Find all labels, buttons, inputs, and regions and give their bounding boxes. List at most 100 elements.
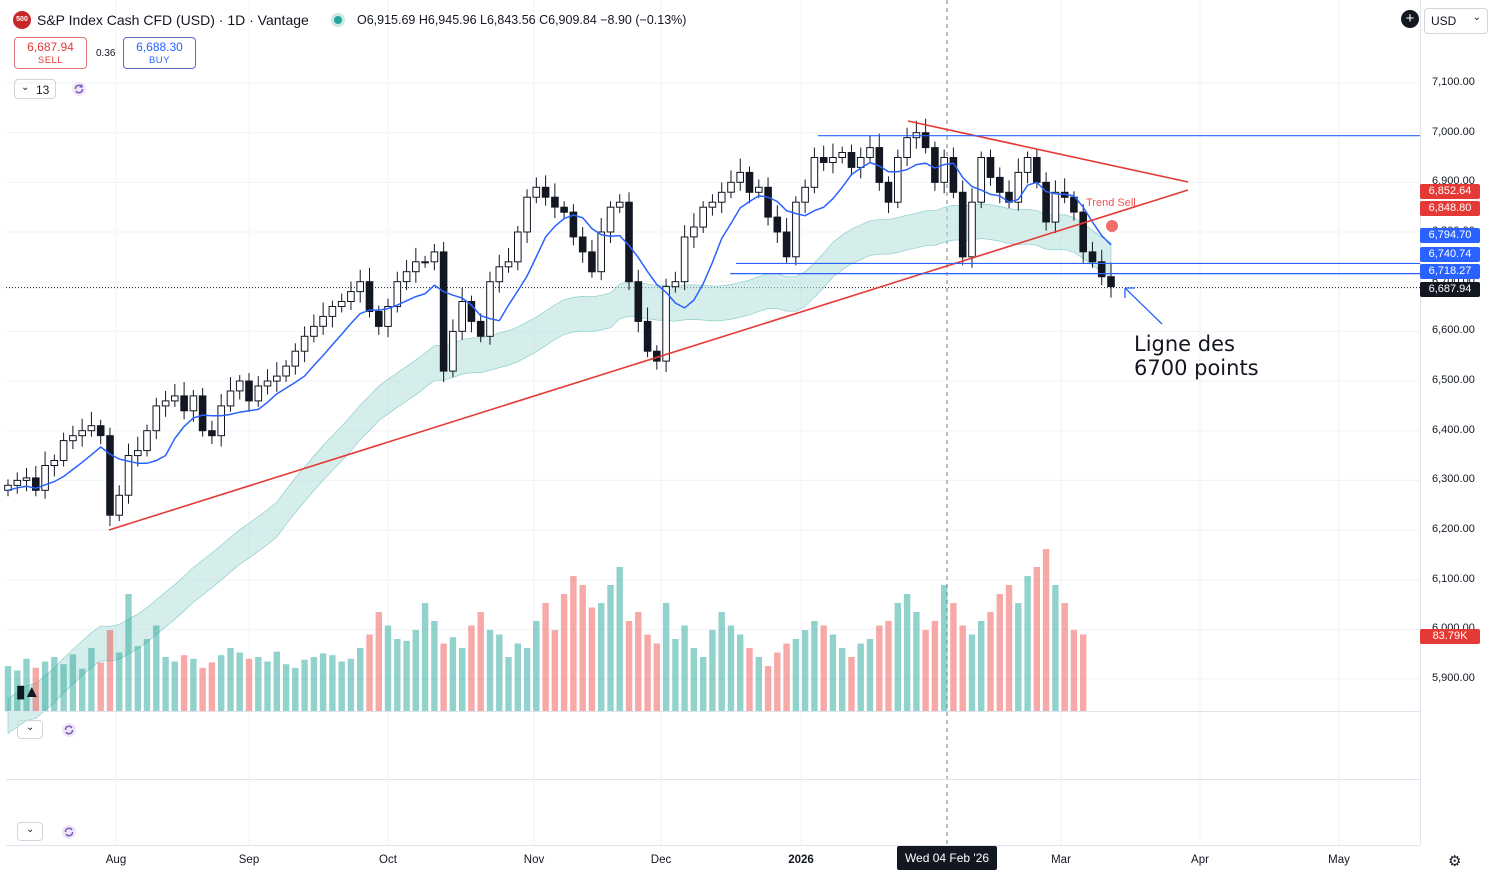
pane-separator-2[interactable] [6, 779, 1420, 780]
volume-bar [329, 655, 336, 711]
volume-bar [1024, 576, 1031, 711]
volume-bar [125, 594, 132, 711]
volume-bar [97, 662, 104, 711]
candle-body [384, 306, 392, 327]
volume-bar [625, 621, 633, 711]
volume-bar [449, 637, 457, 711]
candle-body [597, 231, 606, 273]
volume-bars [4, 549, 1087, 711]
candle-body [708, 201, 717, 208]
volume-bar [542, 603, 549, 711]
price-label-support-2: 6,718.27 [1420, 264, 1480, 279]
time-label-mar: Mar [1051, 854, 1071, 866]
volume-bar [570, 576, 577, 711]
tradingview-logo-icon[interactable]: ▮▲ [16, 682, 40, 701]
candle-body [1070, 196, 1078, 213]
candle-body [134, 450, 142, 457]
trend-sell-label[interactable]: Trend Sell [1086, 197, 1136, 209]
symbol-title[interactable]: S&P Index Cash CFD (USD) · 1D · Vantage [37, 12, 309, 28]
candle-body [968, 201, 976, 258]
volume-bar [514, 643, 521, 711]
volume-bar [23, 658, 30, 711]
candle-body [1014, 171, 1023, 203]
volume-bar [616, 567, 623, 711]
pane-collapse-button[interactable]: ⌄ [17, 720, 43, 739]
candle-body [532, 186, 541, 198]
candle-body [514, 231, 522, 263]
candle-body [59, 440, 68, 462]
drawings[interactable] [108, 120, 1420, 531]
plus-icon[interactable]: + [1401, 10, 1419, 28]
pane-separator-1[interactable] [6, 711, 1420, 712]
candle-body [1051, 191, 1060, 223]
price-tick-label: 6,500.00 [1432, 374, 1475, 387]
candle-body [263, 380, 272, 387]
candle-body [541, 186, 550, 198]
candle-body [189, 395, 198, 412]
candle-body [819, 157, 828, 163]
annotation-note[interactable]: Ligne des 6700 points [1134, 332, 1259, 380]
pane-collapse-button[interactable]: ⌄ [17, 822, 43, 841]
volume-bar [357, 648, 364, 711]
volume-bar [690, 648, 698, 711]
spread-value: 0.36 [96, 48, 116, 59]
sync-icon[interactable] [71, 81, 87, 97]
candle-body [996, 176, 1004, 193]
trend-sell-marker [1106, 220, 1118, 232]
candle-body [810, 157, 819, 188]
volume-bar [1061, 603, 1068, 711]
candle-body [764, 186, 772, 218]
volume-bar [848, 657, 855, 711]
sync-icon[interactable] [61, 824, 77, 840]
volume-bar [1080, 634, 1087, 711]
volume-bar [32, 667, 39, 711]
pane-separator-3 [6, 845, 1420, 846]
price-tick-label: 6,100.00 [1432, 572, 1475, 585]
volume-bar [857, 643, 864, 711]
candle-body [458, 301, 466, 332]
volume-bar [866, 639, 874, 711]
volume-bar [116, 652, 123, 711]
volume-bar [496, 634, 503, 711]
sell-button[interactable]: 6,687.94 SELL [14, 37, 87, 69]
time-label-nov: Nov [523, 854, 545, 866]
volume-bar [811, 621, 818, 711]
price-tick-label: 6,300.00 [1432, 473, 1475, 486]
volume-bar [764, 666, 772, 711]
time-label-sep: Sep [238, 854, 260, 866]
currency-select[interactable]: USD ⌄ [1424, 8, 1488, 34]
gear-icon[interactable]: ⚙ [1448, 853, 1462, 870]
volume-bar [829, 634, 837, 711]
time-label-dec: Dec [650, 854, 672, 866]
volume-bar [264, 661, 271, 711]
volume-bar [950, 603, 957, 711]
candle-body [736, 171, 745, 183]
volume-bar [737, 634, 744, 711]
price-tick-label: 7,100.00 [1432, 76, 1475, 88]
volume-bar [709, 630, 716, 711]
time-label-oct: Oct [379, 854, 397, 866]
candle-body [606, 206, 615, 233]
candle-body [588, 251, 596, 273]
indicators-toggle[interactable]: ⌄ 13 [14, 79, 56, 99]
buy-button[interactable]: 6,688.30 BUY [123, 37, 196, 69]
candle-body [245, 380, 253, 402]
volume-bar [384, 625, 392, 711]
price-label-trend-lower: 6,848.80 [1420, 201, 1480, 216]
volume-bar [839, 648, 846, 711]
sync-icon[interactable] [61, 722, 77, 738]
buy-price: 6,688.30 [136, 40, 183, 54]
volume-bar [523, 648, 531, 711]
candle-body [50, 460, 59, 466]
candle-body [421, 261, 429, 264]
candle-body [745, 171, 754, 193]
volume-bar [755, 657, 762, 711]
indicator-count: 13 [36, 83, 50, 97]
candle-body [32, 477, 40, 491]
candle-body [412, 261, 420, 273]
volume-bar [282, 664, 290, 711]
candle-body [96, 425, 105, 437]
candle-body [838, 152, 847, 158]
volume-bar [375, 612, 382, 711]
